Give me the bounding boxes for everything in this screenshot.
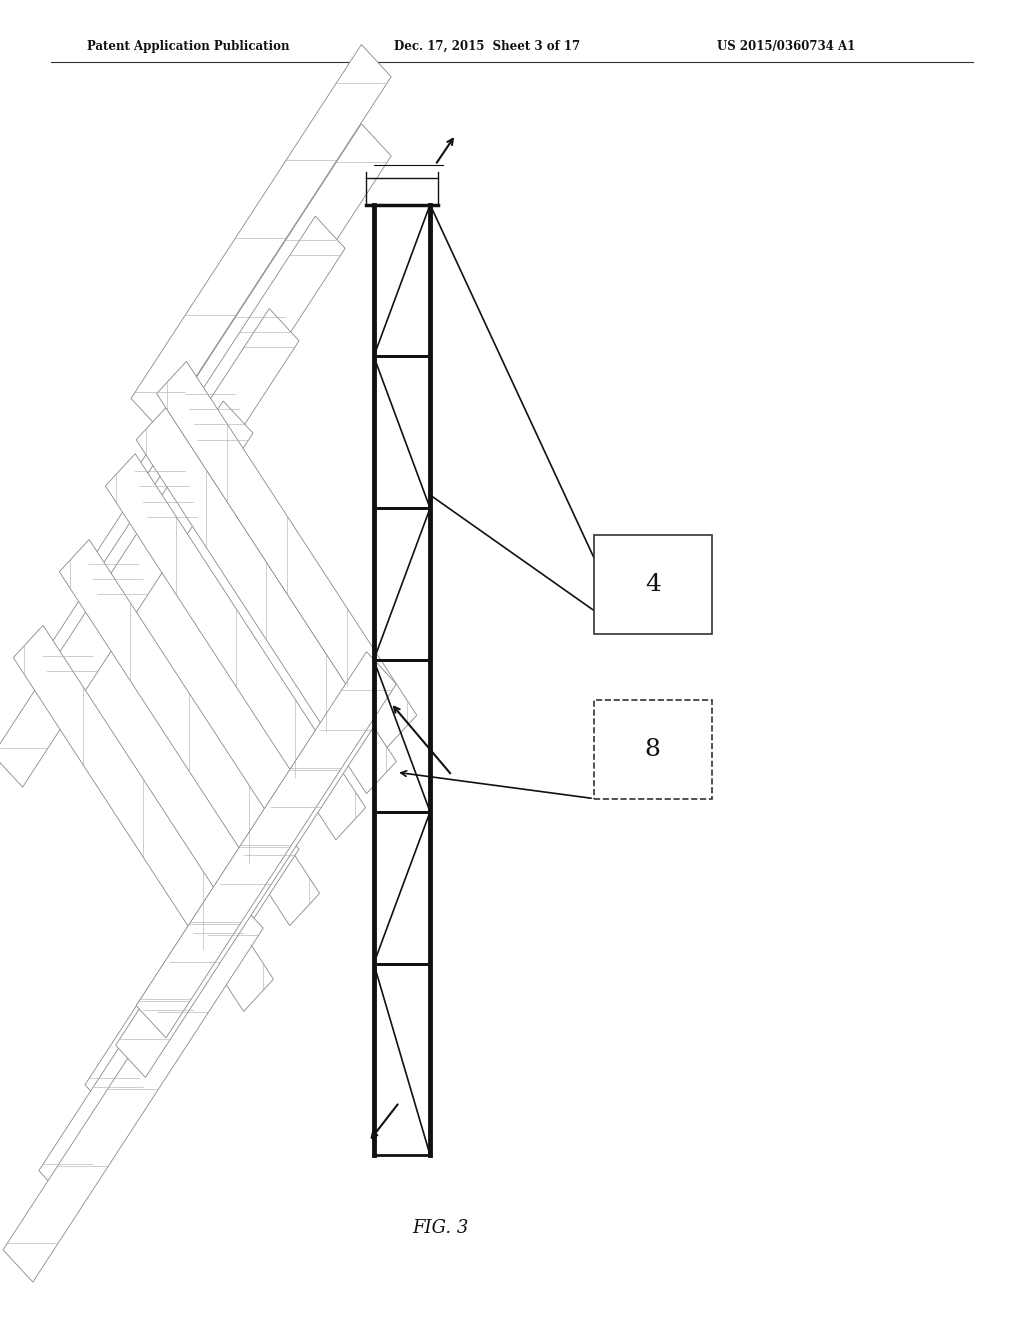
Polygon shape: [131, 45, 391, 430]
Polygon shape: [85, 216, 345, 602]
Polygon shape: [39, 309, 299, 694]
Polygon shape: [13, 626, 273, 1011]
Text: Dec. 17, 2015  Sheet 3 of 17: Dec. 17, 2015 Sheet 3 of 17: [394, 40, 581, 53]
Polygon shape: [85, 731, 345, 1117]
Polygon shape: [3, 896, 263, 1282]
Text: FIG. 3: FIG. 3: [412, 1218, 469, 1237]
Polygon shape: [136, 652, 396, 1038]
Polygon shape: [59, 540, 319, 925]
Text: US 2015/0360734 A1: US 2015/0360734 A1: [717, 40, 855, 53]
Polygon shape: [136, 408, 396, 793]
Polygon shape: [105, 454, 366, 840]
Polygon shape: [131, 124, 391, 510]
Text: Patent Application Publication: Patent Application Publication: [87, 40, 290, 53]
Polygon shape: [39, 817, 299, 1203]
Text: 8: 8: [645, 738, 660, 760]
Bar: [594, 700, 712, 799]
Polygon shape: [0, 401, 253, 787]
Polygon shape: [116, 692, 376, 1077]
Bar: [594, 535, 712, 634]
Polygon shape: [157, 362, 417, 747]
Text: 4: 4: [645, 573, 660, 595]
